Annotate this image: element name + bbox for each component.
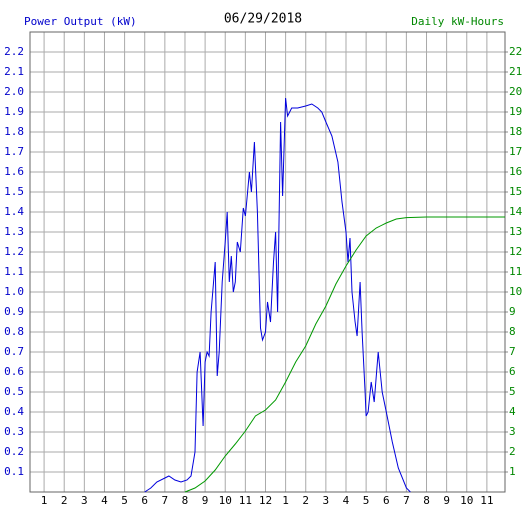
y-tick-label: 1.7 (4, 145, 24, 158)
y2-tick-label: 15 (509, 185, 522, 198)
y-tick-label: 0.1 (4, 465, 24, 478)
x-tick-label: 2 (61, 494, 68, 507)
x-tick-label: 8 (182, 494, 189, 507)
x-tick-label: 7 (162, 494, 169, 507)
x-tick-label: 1 (282, 494, 289, 507)
y2-tick-label: 3 (509, 425, 516, 438)
y2-tick-label: 9 (509, 305, 516, 318)
y-tick-label: 2.2 (4, 45, 24, 58)
y-tick-label: 0.8 (4, 325, 24, 338)
y2-tick-label: 12 (509, 245, 522, 258)
x-tick-label: 3 (323, 494, 330, 507)
y2-tick-label: 16 (509, 165, 522, 178)
y2-tick-label: 17 (509, 145, 522, 158)
y-tick-label: 1.1 (4, 265, 24, 278)
y-tick-label: 1.8 (4, 125, 24, 138)
y2-tick-label: 1 (509, 465, 516, 478)
y-tick-label: 1.2 (4, 245, 24, 258)
x-tick-label: 12 (259, 494, 272, 507)
x-tick-label: 11 (239, 494, 252, 507)
y-tick-label: 0.4 (4, 405, 24, 418)
x-tick-label: 10 (460, 494, 473, 507)
y-tick-label: 0.2 (4, 445, 24, 458)
y-tick-label: 1.0 (4, 285, 24, 298)
x-tick-label: 3 (81, 494, 88, 507)
series-line (184, 216, 505, 493)
y2-tick-label: 10 (509, 285, 522, 298)
x-tick-label: 4 (343, 494, 350, 507)
x-tick-label: 10 (219, 494, 232, 507)
x-tick-label: 4 (101, 494, 108, 507)
y-tick-label: 1.6 (4, 165, 24, 178)
x-tick-label: 6 (141, 494, 148, 507)
x-tick-label: 5 (363, 494, 370, 507)
y2-tick-label: 14 (509, 205, 523, 218)
chart-title: 06/29/2018 (224, 12, 302, 27)
x-tick-label: 7 (403, 494, 410, 507)
x-tick-label: 11 (480, 494, 493, 507)
x-tick-label: 1 (41, 494, 48, 507)
x-tick-label: 6 (383, 494, 390, 507)
series-line (144, 97, 411, 493)
y2-tick-label: 21 (509, 65, 522, 78)
y2-tick-label: 7 (509, 345, 516, 358)
y-tick-label: 1.9 (4, 105, 24, 118)
y-tick-label: 2.0 (4, 85, 24, 98)
y-tick-label: 0.9 (4, 305, 24, 318)
y2-tick-label: 19 (509, 105, 522, 118)
x-tick-label: 5 (121, 494, 128, 507)
y2-tick-label: 11 (509, 265, 522, 278)
y-tick-label: 0.7 (4, 345, 24, 358)
x-tick-label: 2 (302, 494, 309, 507)
x-tick-label: 9 (443, 494, 450, 507)
y2-tick-label: 22 (509, 45, 522, 58)
y2-axis-label: Daily kW-Hours (411, 15, 504, 28)
y-tick-label: 1.3 (4, 225, 24, 238)
y-tick-label: 1.5 (4, 185, 24, 198)
y2-tick-label: 18 (509, 125, 522, 138)
y2-tick-label: 8 (509, 325, 516, 338)
x-tick-label: 9 (202, 494, 209, 507)
y2-tick-label: 6 (509, 365, 516, 378)
x-tick-label: 8 (423, 494, 430, 507)
y2-tick-label: 20 (509, 85, 522, 98)
y-tick-label: 0.6 (4, 365, 24, 378)
y-tick-label: 2.1 (4, 65, 24, 78)
y2-tick-label: 13 (509, 225, 522, 238)
y-axis-label: Power Output (kW) (24, 15, 137, 28)
y2-tick-label: 2 (509, 445, 516, 458)
y-tick-label: 0.5 (4, 385, 24, 398)
y2-tick-label: 5 (509, 385, 516, 398)
y-tick-label: 0.3 (4, 425, 24, 438)
plot-border (29, 31, 506, 493)
y-tick-label: 1.4 (4, 205, 24, 218)
y2-tick-label: 4 (509, 405, 516, 418)
